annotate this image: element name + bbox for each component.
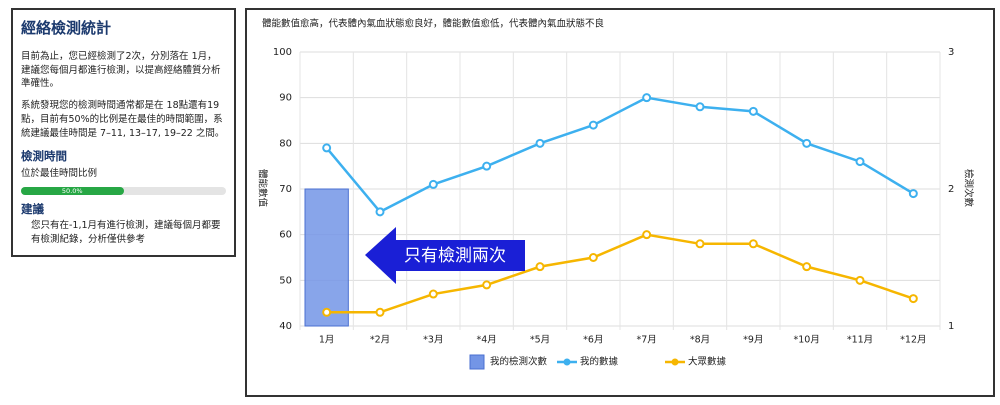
- x-tick-label: *10月: [793, 335, 819, 346]
- y-tick-label: 90: [279, 93, 292, 104]
- point: [855, 157, 865, 167]
- point: [802, 262, 812, 272]
- paragraph: 目前為止，您已經檢測了2次，分別落在 1月，建議您每個月都進行檢測，以提高經絡體…: [21, 50, 221, 90]
- y-tick-label: 40: [279, 321, 292, 332]
- y2-tick-label: 2: [948, 184, 954, 195]
- point: [748, 239, 758, 249]
- x-tick-label: *7月: [637, 335, 657, 346]
- point: [535, 138, 545, 148]
- x-tick-label: *8月: [690, 335, 710, 346]
- point: [748, 106, 758, 116]
- point: [588, 253, 598, 262]
- point: [855, 275, 865, 285]
- y-tick-label: 50: [279, 275, 292, 286]
- x-tick-label: *3月: [423, 335, 443, 346]
- bar: [304, 188, 349, 327]
- point: [908, 189, 918, 199]
- point: [642, 230, 652, 240]
- x-tick-label: *9月: [743, 335, 763, 346]
- point: [428, 179, 438, 189]
- y2-tick-label: 3: [948, 47, 954, 58]
- annotation: 只有檢測兩次: [404, 246, 506, 266]
- legend-swatch: [671, 358, 679, 366]
- legend-label: 我的檢測次數: [490, 356, 548, 368]
- stats-panel: 經絡檢測統計 目前為止，您已經檢測了2次，分別落在 1月，建議您每個月都進行檢測…: [11, 8, 236, 257]
- x-tick-label: 1月: [319, 335, 335, 346]
- panel-title: 經絡檢測統計: [21, 19, 112, 37]
- y-tick-label: 100: [273, 47, 292, 58]
- line: [326, 233, 914, 314]
- paragraph: 系統發現您的檢測時間通常都是在 18點還有19點，目前有50%的比例是在最佳的時…: [21, 100, 225, 139]
- point: [482, 280, 492, 290]
- x-tick-label: *2月: [370, 335, 390, 346]
- point: [322, 307, 332, 317]
- point: [642, 93, 652, 103]
- x-tick-label: *5月: [530, 335, 550, 346]
- point: [588, 120, 598, 130]
- chart-box: [245, 8, 995, 397]
- x-tick-label: *11月: [847, 335, 873, 346]
- y-tick-label: 80: [279, 138, 292, 149]
- point: [375, 307, 385, 317]
- point: [802, 138, 812, 148]
- point: [482, 161, 492, 171]
- legend-label: 我的數據: [580, 356, 619, 368]
- point: [695, 239, 705, 249]
- point: [322, 143, 332, 153]
- point: [375, 207, 385, 217]
- y2-tick-label: 1: [948, 321, 954, 332]
- x-tick-label: *12月: [900, 335, 926, 346]
- x-tick-label: *4月: [477, 335, 497, 346]
- progress-track: 50.0%: [21, 186, 226, 195]
- advice: 您只有在-1,1月有進行檢測，建議每個月都要有檢測紀錄，分析僅供參考: [31, 220, 221, 246]
- legend-swatch: [563, 358, 571, 366]
- section-heading: 檢測時間: [21, 149, 67, 164]
- y-tick-label: 60: [279, 230, 292, 241]
- point: [428, 289, 438, 299]
- point: [535, 262, 545, 272]
- section-heading: 建議: [21, 201, 44, 216]
- point: [908, 294, 918, 304]
- y-axis-label: 體能數值: [257, 169, 269, 208]
- point: [695, 102, 705, 112]
- x-tick-label: *6月: [583, 335, 603, 346]
- chart-subtitle: 體能數值愈高，代表體內氣血狀態愈良好，體能數值愈低，代表體內氣血狀態不良: [262, 18, 605, 30]
- y-tick-label: 70: [279, 184, 292, 195]
- legend-label: 大眾數據: [688, 356, 727, 368]
- annotation-arrow: [365, 227, 525, 284]
- progress-fill: 50.0%: [21, 186, 124, 195]
- line: [325, 96, 914, 214]
- section-sub: 位於最佳時間比例: [21, 168, 98, 180]
- y2-axis-label: 檢測次數: [963, 169, 975, 208]
- legend-swatch: [469, 354, 485, 370]
